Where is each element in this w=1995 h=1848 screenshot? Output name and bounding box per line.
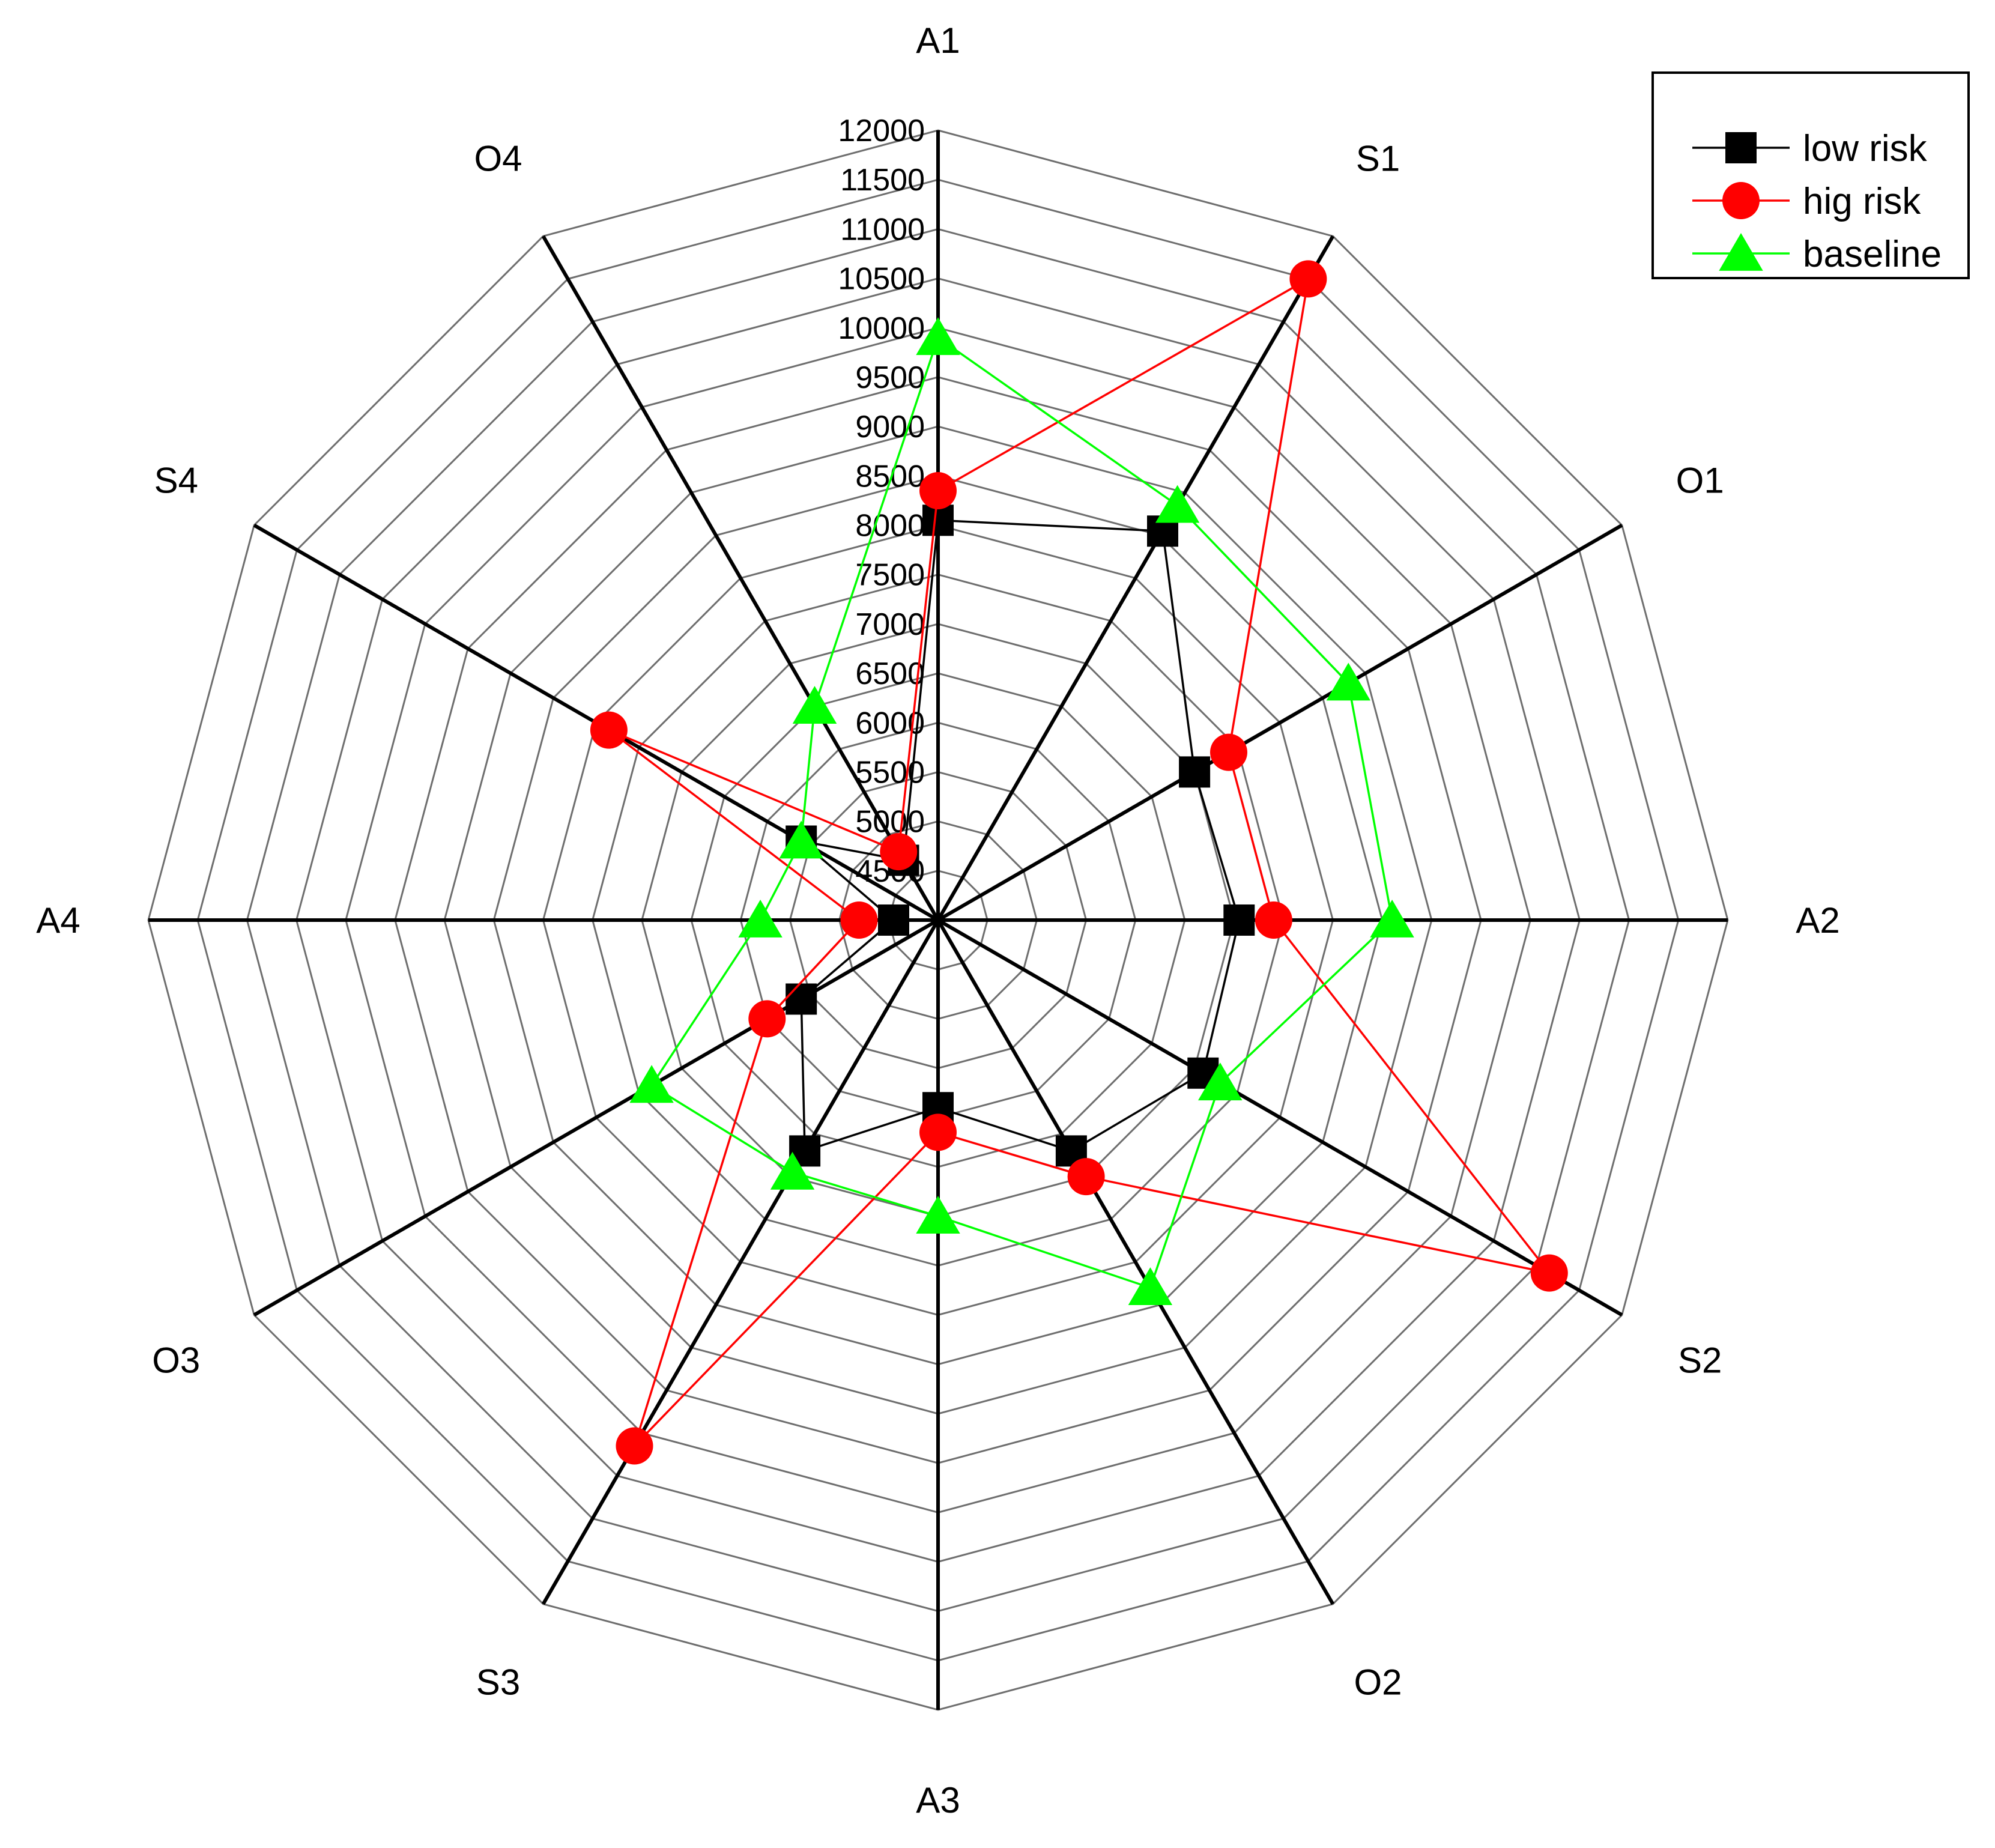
axis-label-S1: S1 (1356, 138, 1400, 178)
point-hig-risk-A4 (840, 901, 878, 939)
point-hig-risk-O4 (880, 833, 918, 871)
legend-item-hig-risk: hig risk (1692, 181, 1921, 222)
tick-label-11000: 11000 (840, 212, 925, 247)
spoke-O4 (541, 235, 940, 921)
legend-item-low-risk: low risk (1692, 128, 1928, 169)
point-baseline-S2 (1198, 1062, 1243, 1101)
point-low-risk-O3 (786, 983, 817, 1015)
point-hig-risk-S3 (616, 1427, 653, 1465)
point-low-risk-A2 (1223, 904, 1255, 936)
point-hig-risk-S2 (1530, 1254, 1568, 1292)
point-baseline-A4 (738, 900, 783, 938)
spoke-S3 (541, 919, 940, 1605)
legend: low risk hig risk baseline (1651, 71, 1970, 279)
axis-label-O1: O1 (1676, 461, 1724, 501)
point-hig-risk-A3 (919, 1113, 957, 1151)
tick-label-12000: 12000 (838, 114, 925, 148)
tick-label-7500: 7500 (855, 558, 925, 593)
axis-label-S4: S4 (154, 461, 198, 501)
point-hig-risk-S1 (1289, 260, 1327, 298)
legend-label: hig risk (1803, 181, 1921, 222)
series-line-hig-risk (608, 277, 1552, 1447)
tick-label-10500: 10500 (838, 262, 925, 297)
legend-item-baseline: baseline (1692, 233, 1942, 275)
point-baseline-S4 (779, 820, 823, 859)
axis-label-O4: O4 (474, 138, 522, 178)
spoke-S2 (937, 918, 1623, 1317)
point-hig-risk-A2 (1255, 901, 1292, 939)
point-baseline-O3 (629, 1065, 674, 1103)
axis-label-O2: O2 (1354, 1662, 1402, 1703)
axis-label-A4: A4 (36, 900, 80, 941)
point-baseline-O2 (1128, 1267, 1173, 1305)
legend-label: baseline (1803, 234, 1942, 275)
tick-label-6500: 6500 (855, 656, 925, 691)
axis-label-O3: O3 (152, 1341, 200, 1381)
legend-marker (1719, 233, 1763, 271)
legend-label: low risk (1803, 128, 1928, 169)
point-baseline-A3 (916, 1196, 960, 1234)
axis-label-A2: A2 (1796, 900, 1839, 941)
tick-label-11500: 11500 (840, 163, 925, 198)
point-baseline-O4 (792, 686, 837, 724)
legend-items: low risk hig risk baseline (1692, 128, 1942, 275)
series-layer (590, 260, 1568, 1465)
point-baseline-A1 (916, 317, 960, 356)
axis-label-A3: A3 (916, 1780, 960, 1820)
point-hig-risk-A1 (919, 472, 957, 509)
tick-label-5000: 5000 (855, 805, 925, 840)
axis-label-S3: S3 (476, 1662, 520, 1703)
tick-label-10000: 10000 (838, 311, 925, 346)
spoke-S1 (936, 235, 1335, 921)
tick-label-8500: 8500 (855, 459, 925, 494)
point-low-risk-O1 (1179, 756, 1211, 788)
tick-label-7000: 7000 (855, 607, 925, 642)
spoke-O1 (937, 523, 1623, 922)
axis-label-S2: S2 (1678, 1341, 1722, 1381)
tick-label-9500: 9500 (855, 360, 925, 395)
tick-label-9000: 9000 (855, 410, 925, 444)
point-baseline-S3 (770, 1151, 815, 1190)
spoke-O3 (253, 918, 939, 1317)
axis-label-A1: A1 (916, 20, 960, 61)
series-baseline (629, 317, 1414, 1305)
point-low-risk-A4 (878, 904, 909, 936)
legend-marker (1725, 132, 1757, 163)
tick-label-8000: 8000 (855, 509, 925, 544)
point-baseline-S1 (1155, 485, 1200, 523)
point-hig-risk-S4 (590, 711, 628, 749)
point-low-risk-A1 (922, 504, 954, 536)
spoke-O2 (936, 919, 1335, 1605)
axis-layer (148, 130, 1728, 1710)
series-hig-risk (590, 260, 1568, 1465)
axis-labels: A1 S1 O1 A2 S2 O2 A3 S3 O3 A4 S4 O4 (36, 20, 1839, 1820)
point-hig-risk-O2 (1067, 1158, 1105, 1196)
point-hig-risk-O1 (1210, 733, 1247, 771)
legend-box (1651, 71, 1970, 279)
point-baseline-O1 (1326, 662, 1370, 701)
point-baseline-A2 (1370, 900, 1414, 938)
legend-marker (1722, 182, 1760, 219)
point-hig-risk-O3 (748, 1000, 786, 1038)
